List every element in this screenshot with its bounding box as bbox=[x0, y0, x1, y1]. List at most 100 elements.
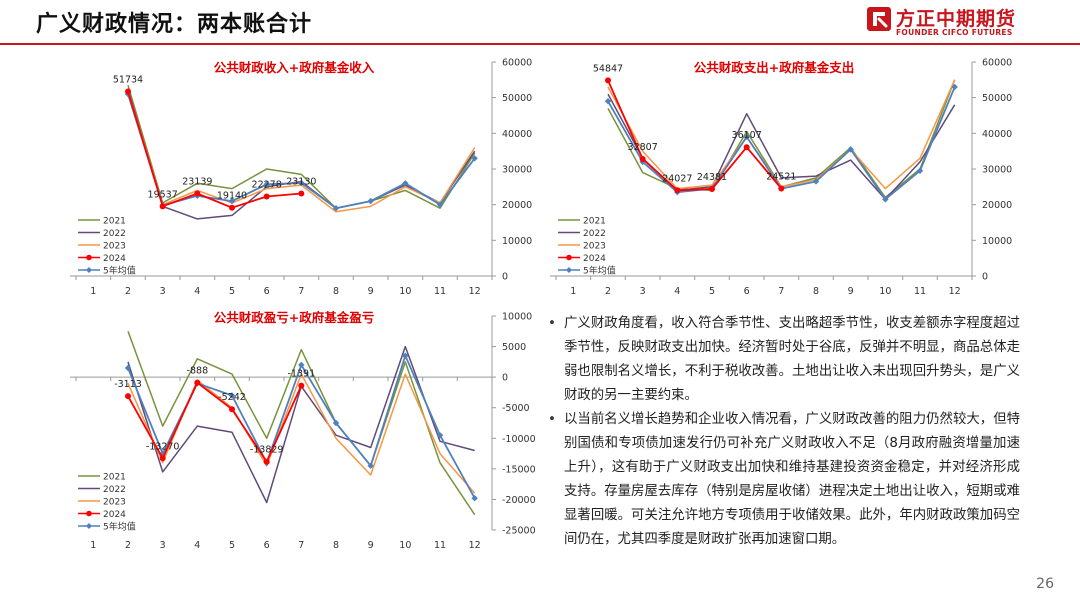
point-avg bbox=[263, 181, 270, 188]
legend-label: 2022 bbox=[103, 229, 126, 239]
x-tick-label: 8 bbox=[813, 286, 819, 297]
x-tick-label: 10 bbox=[399, 286, 411, 297]
data-label: -888 bbox=[187, 366, 209, 377]
legend-label: 5年均值 bbox=[583, 265, 616, 277]
page-title: 广义财政情况：两本账合计 bbox=[36, 12, 313, 37]
y-tick-label: 30000 bbox=[982, 165, 1012, 176]
data-label: 36107 bbox=[732, 130, 762, 141]
data-label: 24027 bbox=[662, 173, 692, 184]
legend-label: 2021 bbox=[103, 217, 126, 227]
logo-chinese-name: 方正中期期货 bbox=[896, 8, 1017, 30]
x-tick-label: 7 bbox=[298, 286, 304, 297]
data-label: -1391 bbox=[288, 369, 316, 380]
data-label: 24381 bbox=[697, 172, 727, 183]
legend-label: 2023 bbox=[583, 242, 606, 252]
x-tick-label: 9 bbox=[368, 540, 374, 551]
legend-label: 5年均值 bbox=[103, 521, 136, 533]
point-2024 bbox=[605, 77, 611, 84]
point-2024 bbox=[159, 455, 166, 462]
y-tick-label: -10000 bbox=[502, 434, 536, 445]
x-tick-label: 6 bbox=[264, 540, 270, 551]
logo-english-name: FOUNDER CIFCO FUTURES bbox=[896, 28, 1013, 37]
y-tick-label: 20000 bbox=[982, 200, 1012, 211]
chart-title: 公共财政收入+政府基金收入 bbox=[214, 60, 375, 75]
chart-balance-svg: -25000 -20000 -15000 -10000 -5000 0 5000 10000 1… bbox=[70, 310, 536, 551]
x-tick-label: 3 bbox=[640, 286, 646, 297]
point-avg bbox=[332, 205, 340, 212]
x-tick-label: 5 bbox=[229, 286, 235, 297]
point-2024 bbox=[263, 458, 270, 465]
y-tick-label: 10000 bbox=[502, 236, 532, 247]
y-tick-label: 5000 bbox=[502, 342, 526, 353]
x-tick-label: 12 bbox=[469, 286, 481, 297]
data-label: -13829 bbox=[250, 445, 284, 456]
x-tick-label: 1 bbox=[90, 540, 96, 551]
series-line-2021 bbox=[127, 331, 476, 516]
y-tick-label: 40000 bbox=[502, 129, 532, 140]
x-tick-label: 11 bbox=[914, 286, 926, 297]
y-tick-label: 40000 bbox=[982, 129, 1012, 140]
legend-marker-avg bbox=[566, 267, 572, 273]
point-2024 bbox=[778, 185, 785, 192]
point-2024 bbox=[194, 190, 201, 197]
legend-label: 2023 bbox=[103, 242, 126, 252]
legend-label: 2021 bbox=[583, 217, 606, 227]
legend-marker-avg bbox=[86, 267, 92, 273]
x-tick-label: 8 bbox=[333, 286, 339, 297]
legend-label: 5年均值 bbox=[103, 265, 136, 277]
point-2024 bbox=[125, 393, 131, 400]
y-tick-label: 20000 bbox=[502, 200, 532, 211]
legend-marker-2024 bbox=[566, 254, 572, 261]
data-label: 23130 bbox=[286, 177, 316, 188]
y-tick-label: 0 bbox=[502, 272, 508, 283]
legend-label: 2022 bbox=[583, 229, 606, 239]
data-label: 22278 bbox=[252, 180, 282, 191]
series-line-2024 bbox=[127, 91, 302, 209]
y-tick-label: -15000 bbox=[502, 464, 536, 475]
page-number: 26 bbox=[1036, 576, 1054, 592]
legend-marker-2024 bbox=[86, 254, 92, 261]
legend-marker-avg bbox=[86, 523, 92, 529]
x-tick-label: 11 bbox=[434, 540, 446, 551]
point-avg bbox=[916, 167, 924, 174]
x-tick-label: 1 bbox=[570, 286, 576, 297]
legend-label: 2023 bbox=[103, 498, 126, 508]
y-tick-label: -20000 bbox=[502, 495, 536, 506]
point-avg bbox=[471, 155, 478, 162]
x-tick-label: 5 bbox=[229, 540, 235, 551]
x-tick-label: 10 bbox=[879, 286, 891, 297]
data-label: 19140 bbox=[217, 191, 247, 202]
x-tick-label: 2 bbox=[125, 286, 131, 297]
x-tick-label: 9 bbox=[368, 286, 374, 297]
x-tick-label: 1 bbox=[90, 286, 96, 297]
x-tick-label: 11 bbox=[434, 286, 446, 297]
title-divider bbox=[0, 43, 1080, 45]
point-avg bbox=[367, 197, 374, 205]
point-2024 bbox=[639, 155, 646, 162]
y-tick-label: 0 bbox=[502, 373, 508, 384]
data-label: -3113 bbox=[114, 379, 142, 390]
company-logo: 方正中期期货 FOUNDER CIFCO FUTURES bbox=[866, 4, 1016, 40]
y-tick-label: 10000 bbox=[982, 236, 1012, 247]
point-2024 bbox=[125, 88, 131, 95]
point-avg bbox=[402, 352, 409, 359]
point-avg bbox=[332, 419, 340, 427]
y-tick-label: 30000 bbox=[502, 165, 532, 176]
data-label: 19537 bbox=[148, 189, 178, 200]
point-avg bbox=[367, 462, 374, 469]
x-tick-label: 3 bbox=[160, 286, 166, 297]
point-avg bbox=[228, 197, 236, 205]
chart-title: 公共财政盈亏+政府基金盈亏 bbox=[214, 310, 375, 325]
data-label: 32807 bbox=[628, 142, 658, 153]
analysis-bullets: 广义财政角度看，收入符合季节性、支出略超季节性，收支差额赤字程度超过季节性，反映… bbox=[548, 312, 1020, 552]
data-label: 24521 bbox=[766, 172, 796, 183]
point-2024 bbox=[159, 203, 166, 210]
x-tick-label: 8 bbox=[333, 540, 339, 551]
x-tick-label: 12 bbox=[949, 286, 961, 297]
series-line-2024 bbox=[127, 381, 303, 463]
y-tick-label: 60000 bbox=[982, 58, 1012, 69]
legend-label: 2022 bbox=[103, 485, 126, 495]
point-avg bbox=[298, 179, 305, 187]
point-avg bbox=[436, 432, 444, 439]
